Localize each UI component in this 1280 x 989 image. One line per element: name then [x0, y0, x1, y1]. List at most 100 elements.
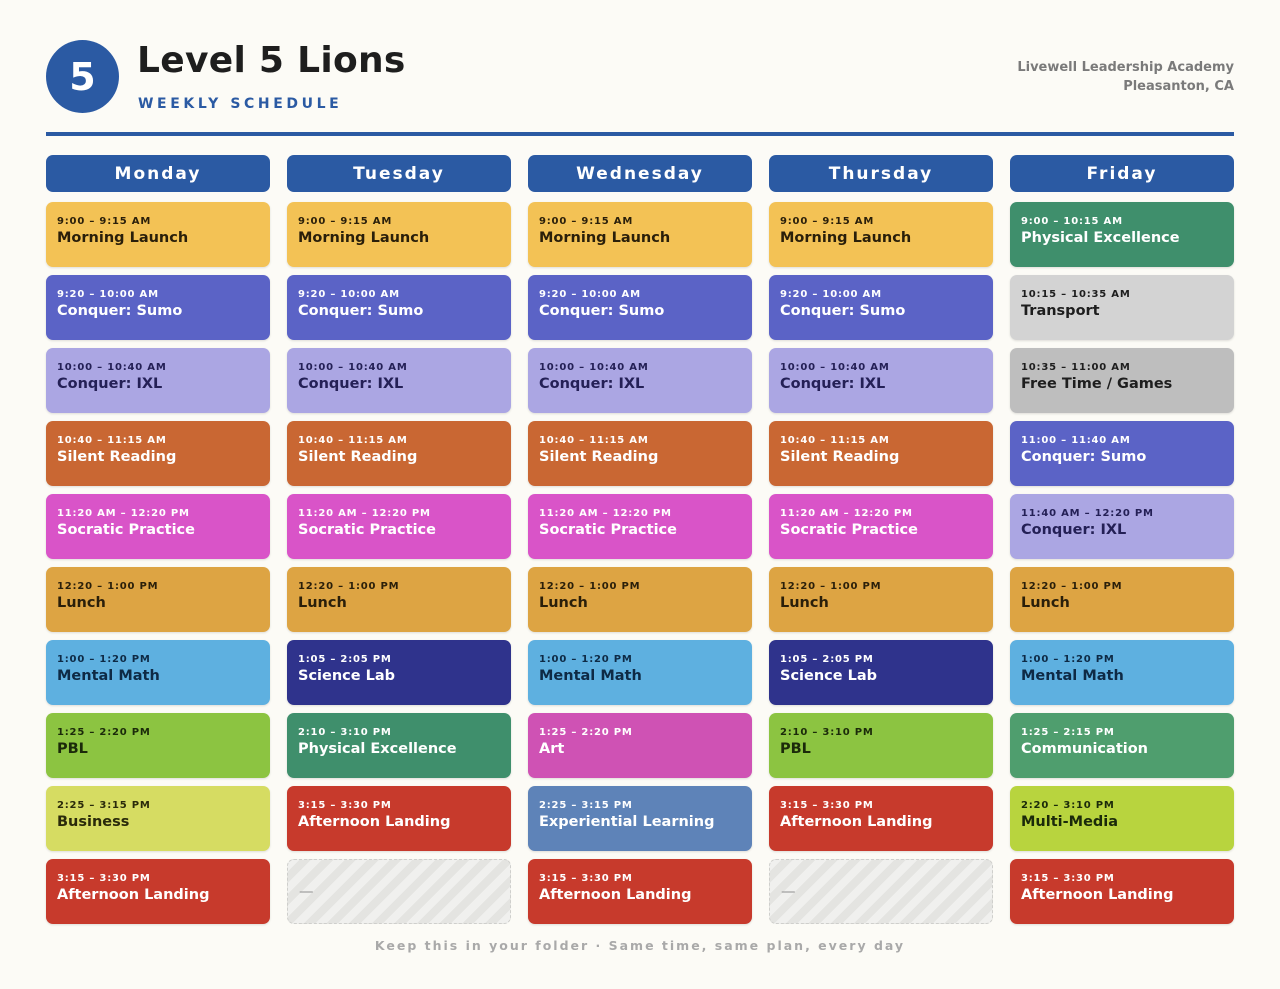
- block-time: 3:15 – 3:30 PM: [1021, 873, 1115, 884]
- block-time: 10:00 – 10:40 AM: [57, 362, 167, 373]
- empty-slot: —: [287, 859, 511, 924]
- block-activity: Lunch: [1021, 595, 1070, 611]
- block-time: 10:00 – 10:40 AM: [298, 362, 408, 373]
- schedule-block: 10:00 – 10:40 AM Conquer: IXL: [769, 348, 993, 413]
- schedule-block: 2:10 – 3:10 PM Physical Excellence: [287, 713, 511, 778]
- block-time: 11:20 AM – 12:20 PM: [298, 508, 431, 519]
- schedule-block: 12:20 – 1:00 PM Lunch: [46, 567, 270, 632]
- schedule-block: 1:25 – 2:20 PM PBL: [46, 713, 270, 778]
- day-column-friday: Friday 9:00 – 10:15 AM Physical Excellence…: [1010, 155, 1234, 924]
- block-activity: Conquer: Sumo: [780, 303, 906, 319]
- block-time: 1:05 – 2:05 PM: [298, 654, 392, 665]
- block-list: 9:00 – 9:15 AM Morning Launch 9:20 – 10:00…: [46, 202, 270, 924]
- block-time: 2:10 – 3:10 PM: [780, 727, 874, 738]
- day-column-wednesday: Wednesday 9:00 – 9:15 AM Morning Launch 9:2…: [528, 155, 752, 924]
- block-time: 11:20 AM – 12:20 PM: [57, 508, 190, 519]
- block-time: 9:20 – 10:00 AM: [57, 289, 159, 300]
- block-activity: Conquer: IXL: [539, 376, 645, 392]
- block-activity: Conquer: IXL: [57, 376, 163, 392]
- schedule-block: 9:20 – 10:00 AM Conquer: Sumo: [46, 275, 270, 340]
- block-activity: Science Lab: [298, 668, 396, 684]
- block-time: 12:20 – 1:00 PM: [1021, 581, 1123, 592]
- school-name: Livewell Leadership Academy: [1017, 60, 1234, 75]
- schedule-block: 10:00 – 10:40 AM Conquer: IXL: [46, 348, 270, 413]
- day-column-thursday: Thursday 9:00 – 9:15 AM Morning Launch 9:20…: [769, 155, 993, 924]
- schedule-block: 11:20 AM – 12:20 PM Socratic Practice: [769, 494, 993, 559]
- block-activity: —: [299, 883, 314, 900]
- block-activity: PBL: [780, 741, 811, 757]
- block-time: 12:20 – 1:00 PM: [57, 581, 159, 592]
- block-activity: Socratic Practice: [780, 522, 918, 538]
- schedule-block: 9:00 – 9:15 AM Morning Launch: [528, 202, 752, 267]
- block-time: 11:40 AM – 12:20 PM: [1021, 508, 1154, 519]
- block-activity: Conquer: IXL: [1021, 522, 1127, 538]
- block-activity: Physical Excellence: [298, 741, 457, 757]
- block-time: 2:20 – 3:10 PM: [1021, 800, 1115, 811]
- schedule-block: 10:00 – 10:40 AM Conquer: IXL: [528, 348, 752, 413]
- block-activity: Afternoon Landing: [539, 887, 692, 903]
- schedule-block: 11:20 AM – 12:20 PM Socratic Practice: [46, 494, 270, 559]
- block-time: 9:20 – 10:00 AM: [780, 289, 882, 300]
- level-badge: 5: [46, 40, 119, 113]
- schedule-grid: Monday 9:00 – 9:15 AM Morning Launch 9:20 –…: [46, 155, 1234, 924]
- block-activity: Socratic Practice: [539, 522, 677, 538]
- block-activity: Afternoon Landing: [57, 887, 210, 903]
- day-column-monday: Monday 9:00 – 9:15 AM Morning Launch 9:20 –…: [46, 155, 270, 924]
- block-activity: Silent Reading: [57, 449, 177, 465]
- block-time: 12:20 – 1:00 PM: [780, 581, 882, 592]
- block-activity: Conquer: Sumo: [1021, 449, 1147, 465]
- block-activity: Silent Reading: [539, 449, 659, 465]
- schedule-block: 10:40 – 11:15 AM Silent Reading: [287, 421, 511, 486]
- day-header: Friday: [1010, 155, 1234, 192]
- schedule-block: 10:00 – 10:40 AM Conquer: IXL: [287, 348, 511, 413]
- block-time: 9:00 – 10:15 AM: [1021, 216, 1123, 227]
- schedule-block: 10:40 – 11:15 AM Silent Reading: [46, 421, 270, 486]
- schedule-block: 3:15 – 3:30 PM Afternoon Landing: [287, 786, 511, 851]
- block-activity: Afternoon Landing: [780, 814, 933, 830]
- block-time: 10:40 – 11:15 AM: [780, 435, 890, 446]
- block-time: 2:25 – 3:15 PM: [539, 800, 633, 811]
- block-activity: PBL: [57, 741, 88, 757]
- day-header: Thursday: [769, 155, 993, 192]
- block-activity: Lunch: [298, 595, 347, 611]
- block-time: 9:00 – 9:15 AM: [298, 216, 393, 227]
- block-time: 2:10 – 3:10 PM: [298, 727, 392, 738]
- block-activity: Business: [57, 814, 130, 830]
- block-activity: Silent Reading: [780, 449, 900, 465]
- block-time: 11:20 AM – 12:20 PM: [539, 508, 672, 519]
- day-header: Tuesday: [287, 155, 511, 192]
- schedule-block: 9:20 – 10:00 AM Conquer: Sumo: [287, 275, 511, 340]
- block-time: 9:00 – 9:15 AM: [57, 216, 152, 227]
- block-activity: Physical Excellence: [1021, 230, 1180, 246]
- block-activity: Afternoon Landing: [1021, 887, 1174, 903]
- block-time: 10:15 – 10:35 AM: [1021, 289, 1131, 300]
- block-time: 10:00 – 10:40 AM: [539, 362, 649, 373]
- block-activity: Communication: [1021, 741, 1149, 757]
- schedule-block: 9:00 – 9:15 AM Morning Launch: [287, 202, 511, 267]
- schedule-block: 9:20 – 10:00 AM Conquer: Sumo: [769, 275, 993, 340]
- block-activity: Afternoon Landing: [298, 814, 451, 830]
- page-title: Level 5 Lions: [137, 40, 406, 81]
- day-column-tuesday: Tuesday 9:00 – 9:15 AM Morning Launch 9:20 …: [287, 155, 511, 924]
- schedule-block: 9:20 – 10:00 AM Conquer: Sumo: [528, 275, 752, 340]
- schedule-block: 12:20 – 1:00 PM Lunch: [287, 567, 511, 632]
- block-activity: —: [781, 883, 796, 900]
- schedule-block: 11:20 AM – 12:20 PM Socratic Practice: [528, 494, 752, 559]
- block-time: 9:00 – 9:15 AM: [539, 216, 634, 227]
- schedule-block: 1:00 – 1:20 PM Mental Math: [46, 640, 270, 705]
- block-time: 12:20 – 1:00 PM: [298, 581, 400, 592]
- block-time: 9:00 – 9:15 AM: [780, 216, 875, 227]
- schedule-block: 2:10 – 3:10 PM PBL: [769, 713, 993, 778]
- schedule-block: 1:05 – 2:05 PM Science Lab: [287, 640, 511, 705]
- block-time: 3:15 – 3:30 PM: [298, 800, 392, 811]
- block-activity: Morning Launch: [57, 230, 189, 246]
- schedule-block: 3:15 – 3:30 PM Afternoon Landing: [769, 786, 993, 851]
- block-time: 9:20 – 10:00 AM: [539, 289, 641, 300]
- block-activity: Mental Math: [57, 668, 160, 684]
- schedule-block: 11:40 AM – 12:20 PM Conquer: IXL: [1010, 494, 1234, 559]
- footer-note: Keep this in your folder · Same time, sa…: [374, 938, 906, 953]
- block-activity: Morning Launch: [298, 230, 430, 246]
- schedule-block: 3:15 – 3:30 PM Afternoon Landing: [1010, 859, 1234, 924]
- block-time: 1:25 – 2:20 PM: [539, 727, 633, 738]
- block-activity: Science Lab: [780, 668, 878, 684]
